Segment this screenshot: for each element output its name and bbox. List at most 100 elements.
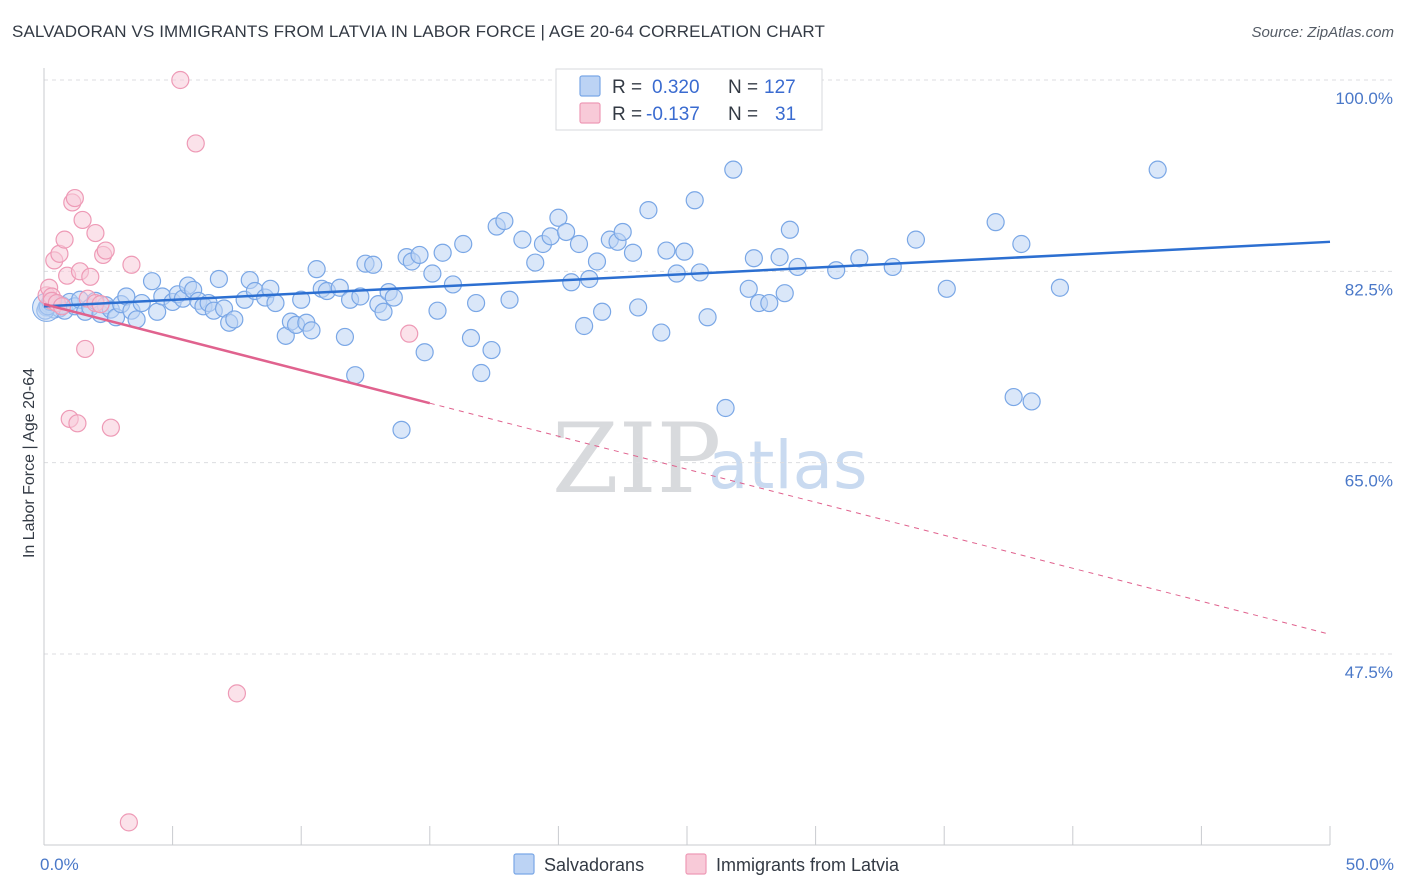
bottom-legend-label-latvia: Immigrants from Latvia — [716, 855, 900, 875]
salvadoran-point-97 — [623, 243, 643, 262]
salvadoran-point-92 — [587, 252, 607, 271]
salvadoran-point-121 — [937, 279, 956, 298]
salvadoran-point-69 — [415, 343, 434, 362]
latvia-point-23 — [96, 241, 115, 260]
latvia-point-13 — [68, 414, 87, 433]
bottom-legend-label-salvadorans: Salvadorans — [544, 855, 644, 875]
salvadoran-point-127 — [1148, 160, 1167, 179]
salvadoran-point-99 — [639, 201, 658, 220]
legend-r-value-1: 0.320 — [652, 77, 700, 98]
salvadoran-point-100 — [652, 323, 671, 342]
legend-r-label-1: R = — [612, 77, 642, 98]
salvadoran-point-104 — [685, 191, 704, 210]
salvadoran-point-107 — [716, 398, 735, 418]
salvadoran-point-90 — [575, 316, 594, 336]
salvadoran-point-110 — [744, 249, 763, 268]
salvadoran-point-108 — [724, 160, 743, 179]
salvadoran-point-117 — [827, 261, 846, 280]
salvadoran-point-126 — [1050, 278, 1070, 297]
salvadoran-point-88 — [562, 273, 581, 292]
watermark-atlas: atlas — [708, 427, 868, 504]
salvadoran-point-82 — [513, 230, 532, 249]
salvadoran-point-35 — [209, 269, 228, 289]
trend-line-salvadorans — [43, 240, 1331, 308]
legend-r-value-2: -0.137 — [646, 104, 700, 125]
salvadoran-point-64 — [384, 288, 403, 307]
salvadoran-point-89 — [569, 234, 589, 254]
y-tick-label-2: 65.0% — [1345, 472, 1393, 491]
chart-title: SALVADORAN VS IMMIGRANTS FROM LATVIA IN … — [12, 22, 825, 41]
x-tick-label-0: 0.0% — [40, 855, 79, 874]
trend-lines — [43, 240, 1331, 635]
salvadoran-point-124 — [1012, 234, 1031, 254]
grid-lines — [44, 79, 1392, 655]
x-tick-label-1: 50.0% — [1346, 855, 1394, 874]
chart-source: Source: ZipAtlas.com — [1251, 24, 1394, 41]
bottom-legend-swatch-salvadorans — [513, 853, 535, 875]
series-salvadorans — [32, 160, 1167, 439]
salvadoran-point-122 — [986, 213, 1005, 232]
trend-line-latvia-dashed — [429, 402, 1331, 635]
latvia-point-24 — [101, 418, 120, 437]
watermark-zip: ZIP — [552, 403, 721, 515]
salvadoran-point-78 — [482, 340, 501, 360]
y-tick-label-0: 100.0% — [1335, 89, 1393, 108]
latvia-point-26 — [119, 813, 138, 832]
salvadoran-point-74 — [454, 234, 473, 254]
salvadoran-point-23 — [142, 272, 162, 291]
salvadoran-point-70 — [423, 264, 442, 283]
salvadoran-point-75 — [461, 328, 481, 348]
salvadoran-point-115 — [780, 220, 799, 239]
salvadoran-point-106 — [698, 308, 717, 327]
y-tick-label-1: 82.5% — [1345, 280, 1393, 299]
latvia-point-18 — [81, 267, 100, 286]
salvadoran-point-48 — [292, 290, 311, 309]
latvia-point-30 — [400, 324, 419, 343]
salvadoran-point-62 — [374, 302, 393, 321]
salvadoran-point-116 — [788, 257, 807, 277]
y-tick-label-3: 47.5% — [1345, 663, 1393, 682]
salvadoran-point-98 — [629, 298, 648, 317]
latvia-point-15 — [73, 210, 92, 230]
salvadoran-point-55 — [335, 327, 355, 347]
salvadoran-point-114 — [775, 284, 794, 303]
bottom-legend: Salvadorans Immigrants from Latvia — [513, 853, 900, 875]
bottom-legend-swatch-latvia — [685, 853, 707, 875]
salvadoran-point-83 — [526, 253, 545, 272]
salvadoran-point-85 — [541, 227, 560, 246]
latvia-point-20 — [86, 223, 105, 243]
salvadoran-point-96 — [613, 222, 632, 242]
salvadoran-point-71 — [428, 301, 447, 320]
salvadoran-point-38 — [225, 310, 244, 329]
salvadoran-point-120 — [906, 230, 926, 249]
salvadoran-point-113 — [770, 248, 789, 267]
salvadoran-point-57 — [346, 366, 365, 385]
salvadoran-point-50 — [302, 321, 321, 340]
salvadoran-point-81 — [500, 290, 519, 309]
salvadoran-point-80 — [495, 211, 514, 231]
legend-n-value-1: 127 — [764, 77, 796, 98]
salvadoran-point-112 — [760, 293, 779, 313]
legend: R = 0.320 N = 127 R = -0.137 N = 31 — [555, 68, 823, 131]
legend-n-value-2: 31 — [775, 104, 796, 125]
salvadoran-point-58 — [351, 287, 370, 306]
latvia-point-27 — [171, 70, 190, 90]
series-latvia — [37, 70, 419, 832]
latvia-point-25 — [122, 255, 141, 274]
salvadoran-point-103 — [675, 242, 694, 261]
salvadoran-point-60 — [364, 255, 383, 274]
salvadoran-point-123 — [1004, 387, 1023, 407]
legend-swatch-salvadorans — [579, 75, 601, 97]
latvia-point-29 — [227, 684, 246, 703]
salvadoran-point-77 — [472, 363, 491, 383]
salvadoran-point-65 — [392, 420, 411, 439]
salvadoran-point-22 — [132, 293, 151, 313]
salvadoran-point-51 — [307, 260, 326, 279]
y-axis-title: In Labor Force | Age 20-64 — [21, 368, 38, 558]
trend-line-latvia-solid — [43, 302, 431, 405]
salvadoran-point-24 — [148, 302, 167, 321]
salvadoran-point-109 — [739, 279, 758, 298]
salvadoran-point-72 — [433, 243, 452, 262]
salvadoran-point-101 — [657, 241, 676, 260]
